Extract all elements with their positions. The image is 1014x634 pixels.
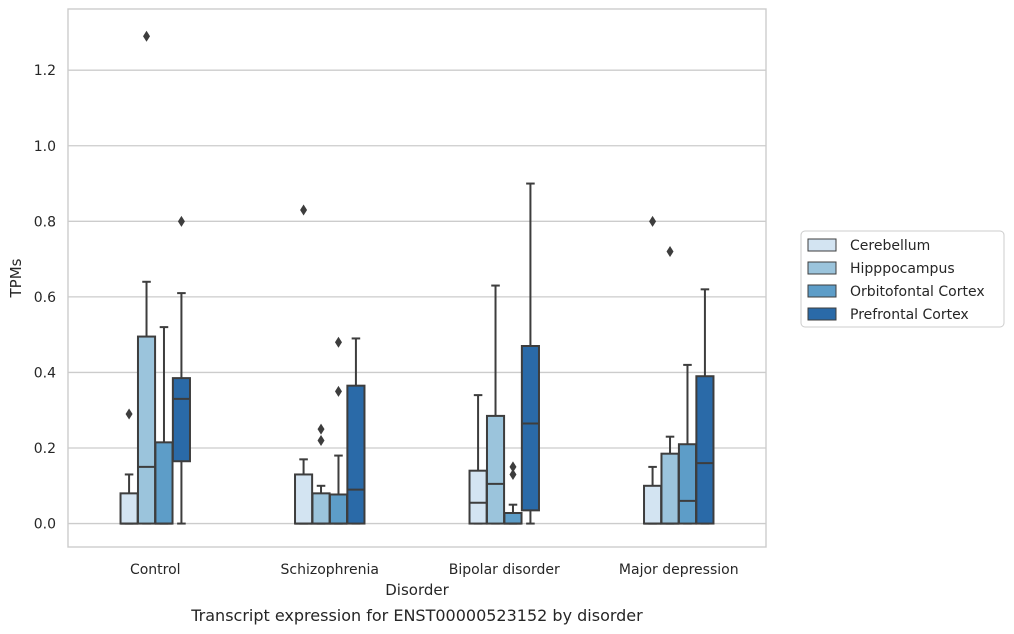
box-2-3: [677, 363, 698, 525]
box-2-2: [503, 461, 523, 525]
box-iqr: [485, 414, 506, 525]
box-iqr: [677, 443, 698, 525]
x-axis-title: Disorder: [385, 581, 449, 599]
figure-caption: Transcript expression for ENST0000052315…: [191, 606, 643, 625]
y-tick-labels: 0.0 0.2 0.4 0.6 0.8 1.0 1.2: [34, 63, 56, 532]
x-tick-label: Control: [130, 562, 181, 578]
box-0-3: [643, 215, 663, 525]
legend-swatch: [807, 284, 837, 298]
legend-label: Prefrontal Cortex: [850, 307, 969, 323]
box-0-0: [119, 408, 139, 525]
legend-label: Orbitofontal Cortex: [850, 284, 985, 300]
x-tick-label: Major depression: [619, 562, 739, 578]
box-3-2: [520, 182, 540, 525]
legend-frame: [800, 230, 1005, 328]
box-iqr: [503, 511, 523, 525]
y-tick-label: 0.0: [34, 517, 56, 533]
box-iqr: [328, 493, 349, 525]
box-0-1: [294, 204, 314, 525]
box-3-1: [346, 337, 366, 525]
box-iqr: [119, 492, 139, 525]
box-1-1: [311, 423, 331, 525]
box-1-2: [485, 284, 506, 525]
box-iqr: [136, 335, 157, 525]
outlier-point: [125, 408, 133, 420]
outlier-point: [666, 246, 674, 258]
x-tick-labels: Control Schizophrenia Bipolar disorder Majo…: [130, 562, 739, 578]
outlier-point: [177, 215, 185, 227]
box-iqr: [660, 452, 680, 525]
legend-label: Hipppocampus: [850, 261, 955, 277]
outlier-point: [317, 434, 325, 446]
outlier-point: [334, 336, 342, 348]
legend-swatch: [807, 261, 837, 275]
box-iqr: [346, 384, 366, 525]
y-tick-label: 1.0: [34, 139, 56, 155]
x-tick-label: Schizophrenia: [281, 562, 379, 578]
outlier-point: [509, 468, 517, 480]
legend-swatch: [807, 238, 837, 252]
box-layer: [119, 30, 715, 525]
legend-swatch: [807, 307, 837, 321]
outlier-point: [300, 204, 308, 216]
outlier-point: [317, 423, 325, 435]
box-0-2: [468, 394, 488, 525]
legend: Cerebellum Hipppocampus Orbitofontal Corte…: [800, 230, 1005, 328]
box-iqr: [643, 484, 663, 525]
y-tick-label: 0.8: [34, 214, 56, 230]
box-iqr: [154, 441, 174, 525]
outlier-point: [143, 30, 151, 42]
box-iqr: [171, 377, 191, 463]
x-tick-label: Bipolar disorder: [449, 562, 560, 578]
box-iqr: [294, 473, 314, 525]
box-iqr: [468, 469, 488, 525]
y-tick-label: 1.2: [34, 63, 56, 79]
box-2-0: [154, 326, 174, 525]
box-3-3: [695, 288, 715, 525]
box-1-0: [136, 30, 157, 525]
y-tick-label: 0.4: [34, 365, 56, 381]
outlier-point: [334, 385, 342, 397]
box-iqr: [520, 345, 540, 512]
outlier-point: [509, 461, 517, 473]
y-tick-label: 0.6: [34, 290, 56, 306]
y-tick-label: 0.2: [34, 441, 56, 457]
box-iqr: [311, 492, 331, 525]
box-1-3: [660, 246, 680, 525]
box-iqr: [695, 375, 715, 525]
box-2-1: [328, 336, 349, 525]
box-3-0: [171, 215, 191, 525]
outlier-point: [649, 215, 657, 227]
y-axis-title: TPMs: [7, 258, 25, 298]
legend-label: Cerebellum: [850, 238, 930, 254]
plot-frame: [67, 8, 767, 548]
